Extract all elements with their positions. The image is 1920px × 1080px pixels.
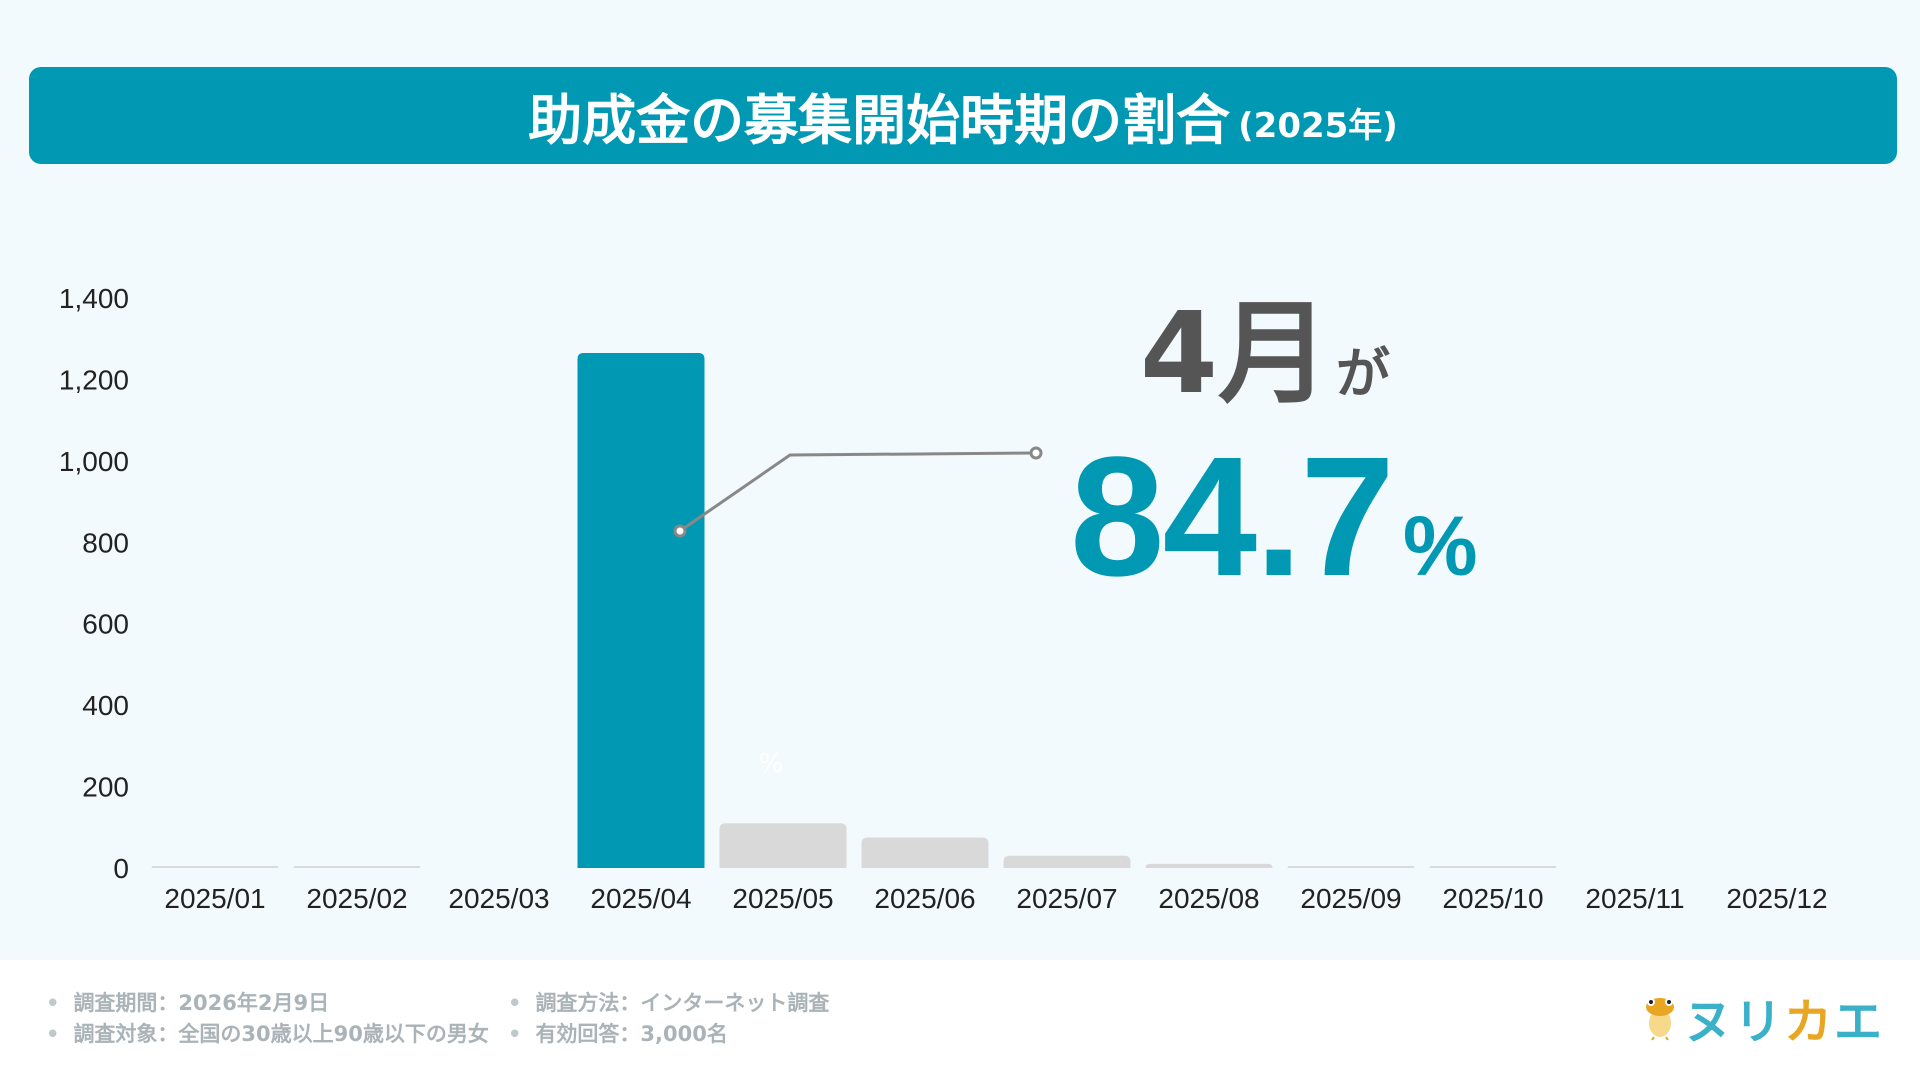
x-tick-label: 2025/09: [1300, 883, 1401, 914]
y-tick-label: 1,000: [59, 446, 129, 477]
x-tick-label: 2025/12: [1726, 883, 1827, 914]
x-tick-label: 2025/01: [164, 883, 265, 914]
bar-chart: 0 200 400 600 800 1,000 1,200 1,400 2025/01 2025…: [59, 283, 1828, 914]
x-tick-label: 2025/05: [732, 883, 833, 914]
bar-2025-05: [719, 823, 847, 868]
bar-2025-02: [293, 866, 421, 868]
y-tick-label: 400: [82, 690, 129, 721]
highlight-month: 4月: [1140, 289, 1330, 419]
highlight-percent-sign: %: [1402, 499, 1478, 593]
y-tick-label: 1,400: [59, 283, 129, 314]
highlight-month-annotation: 4月が: [1140, 298, 1390, 410]
bar-2025-04: [577, 352, 705, 868]
x-tick-label: 2025/02: [306, 883, 407, 914]
x-tick-label: 2025/07: [1016, 883, 1117, 914]
y-tick-label: 200: [82, 772, 129, 803]
x-tick-label: 2025/06: [874, 883, 975, 914]
x-tick-label: 2025/10: [1442, 883, 1543, 914]
callout-end-dot: [1029, 446, 1043, 460]
title-banner: 助成金の募集開始時期の割合 (2025年): [29, 67, 1897, 164]
bar-2025-01: [151, 866, 279, 868]
survey-method: 調査方法：インターネット調査: [508, 987, 829, 1017]
highlight-percent-value: 84.7: [1070, 422, 1395, 612]
bar-2025-10: [1429, 866, 1557, 868]
x-tick-label: 2025/03: [448, 883, 549, 914]
bar-2025-09: [1287, 866, 1415, 868]
highlight-particle: が: [1335, 342, 1390, 405]
page-subtitle: (2025年): [1238, 106, 1398, 146]
page-title: 助成金の募集開始時期の割合: [528, 89, 1231, 152]
faint-percent-label: %: [759, 749, 784, 779]
y-tick-label: 1,200: [59, 364, 129, 395]
bar-2025-08: [1145, 863, 1273, 868]
x-tick-label: 2025/08: [1158, 883, 1259, 914]
callout-line: [673, 446, 1043, 538]
x-tick-label: 2025/04: [590, 883, 691, 914]
y-tick-label: 600: [82, 609, 129, 640]
highlight-percent-annotation: 84.7%: [1070, 432, 1478, 602]
x-tick-label: 2025/11: [1585, 883, 1684, 914]
brand-logo: ヌリカエ: [1640, 982, 1884, 1052]
callout-start-dot: [673, 524, 687, 538]
y-tick-label: 800: [82, 527, 129, 558]
y-tick-label: 0: [113, 853, 129, 884]
bar-2025-06: [861, 837, 989, 868]
bar-2025-07: [1003, 855, 1131, 868]
frog-mascot-icon: [1646, 998, 1674, 1041]
survey-period: 調査期間：2026年2月9日: [46, 987, 329, 1017]
survey-target: 調査対象：全国の30歳以上90歳以下の男女: [46, 1018, 488, 1048]
survey-responses: 有効回答：3,000名: [508, 1018, 727, 1048]
logo-text: ヌリカエ: [1684, 994, 1885, 1050]
